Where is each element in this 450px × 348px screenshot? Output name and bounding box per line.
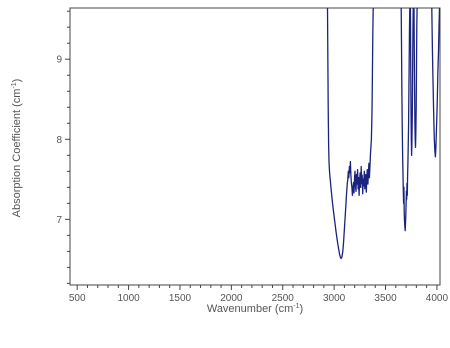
series-layer (326, 8, 440, 260)
y-axis-title: Absorption Coefficient (cm-1) (11, 79, 23, 218)
x-tick-label: 2000 (220, 293, 243, 304)
y-axis-ticks: 7 8 9 (56, 10, 70, 284)
y-tick-label: 8 (56, 135, 62, 146)
series-line (326, 8, 374, 260)
x-tick-label: 1500 (169, 293, 192, 304)
y-tick-label: 7 (56, 215, 62, 226)
x-axis-ticks: 500 1000 1500 2000 2500 3000 3500 4000 (69, 285, 449, 304)
x-tick-label: 3500 (374, 293, 397, 304)
plot-frame (69, 7, 441, 286)
y-tick-label: 9 (56, 55, 62, 66)
x-tick-label: 2500 (272, 293, 295, 304)
series-line (431, 8, 440, 158)
series-line (413, 8, 418, 148)
series-line (400, 8, 411, 232)
x-tick-label: 3000 (323, 293, 346, 304)
x-tick-label: 500 (69, 293, 86, 304)
x-tick-label: 4000 (426, 293, 449, 304)
x-tick-label: 1000 (117, 293, 140, 304)
x-axis-title: Wavenumber (cm-1) (207, 303, 303, 315)
series-line (409, 8, 414, 156)
